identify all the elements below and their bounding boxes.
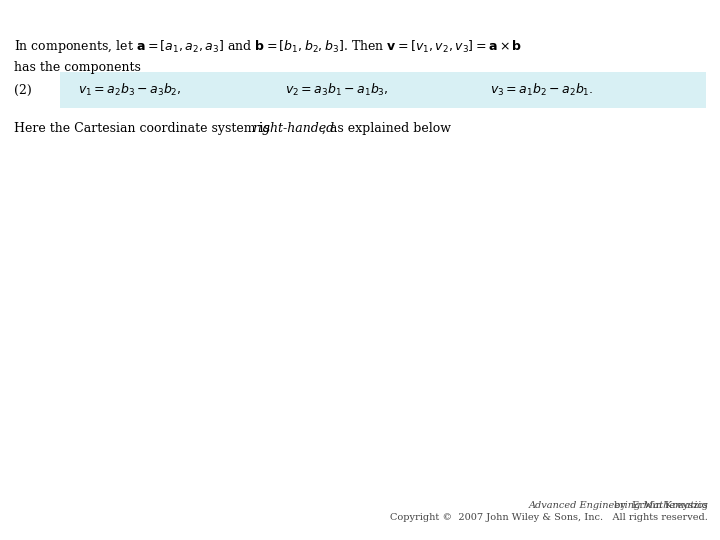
Text: Copyright ©  2007 John Wiley & Sons, Inc.   All rights reserved.: Copyright © 2007 John Wiley & Sons, Inc.… — [390, 513, 708, 522]
Text: Advanced Engineering Mathematics: Advanced Engineering Mathematics — [528, 501, 708, 510]
Bar — [60, 72, 706, 108]
Text: In components, let $\mathbf{a} = [a_1, a_2, a_3]$ and $\mathbf{b} = [b_1, b_2, b: In components, let $\mathbf{a} = [a_1, a… — [14, 38, 522, 55]
Text: has the components: has the components — [14, 61, 141, 74]
Text: Here the Cartesian coordinate system is: Here the Cartesian coordinate system is — [14, 122, 274, 135]
Text: $v_3 = a_1b_2 - a_2b_1.$: $v_3 = a_1b_2 - a_2b_1.$ — [490, 82, 593, 98]
Text: right-handed: right-handed — [252, 122, 334, 135]
Text: $v_1 = a_2b_3 - a_3b_2,$: $v_1 = a_2b_3 - a_3b_2,$ — [78, 82, 181, 98]
Text: $v_2 = a_3b_1 - a_1b_3,$: $v_2 = a_3b_1 - a_1b_3,$ — [285, 82, 389, 98]
Text: by  Erwin Kreyszig: by Erwin Kreyszig — [611, 501, 708, 510]
Text: , as explained below: , as explained below — [322, 122, 451, 135]
Text: (2): (2) — [14, 84, 32, 97]
